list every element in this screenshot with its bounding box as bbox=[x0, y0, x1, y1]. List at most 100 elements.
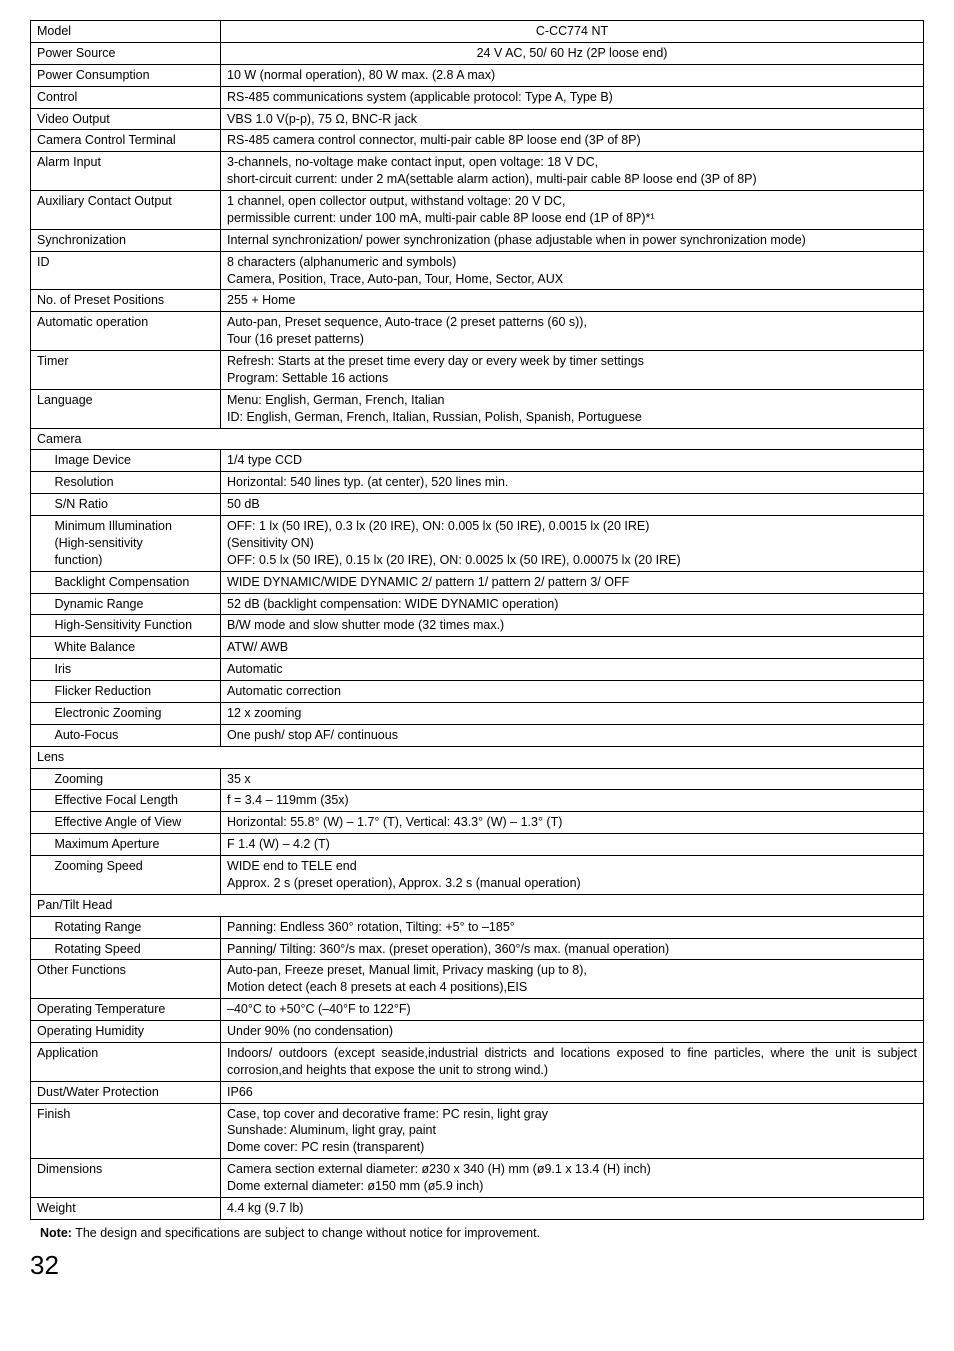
row-value: OFF: 1 lx (50 IRE), 0.3 lx (20 IRE), ON:… bbox=[221, 516, 924, 572]
indent-cell bbox=[31, 812, 49, 834]
indent-cell bbox=[31, 856, 49, 895]
row-value: 1 channel, open collector output, withst… bbox=[221, 191, 924, 230]
row-label: Power Source bbox=[31, 42, 221, 64]
row-value: ATW/ AWB bbox=[221, 637, 924, 659]
row-label: Synchronization bbox=[31, 229, 221, 251]
row-label: Iris bbox=[49, 659, 221, 681]
row-value: 35 x bbox=[221, 768, 924, 790]
row-label: Operating Humidity bbox=[31, 1021, 221, 1043]
row-label: Auto-Focus bbox=[49, 724, 221, 746]
row-value: RS-485 camera control connector, multi-p… bbox=[221, 130, 924, 152]
row-label: ID bbox=[31, 251, 221, 290]
row-value: 24 V AC, 50/ 60 Hz (2P loose end) bbox=[221, 42, 924, 64]
row-value: C-CC774 NT bbox=[221, 21, 924, 43]
row-value: Case, top cover and decorative frame: PC… bbox=[221, 1103, 924, 1159]
row-value: RS-485 communications system (applicable… bbox=[221, 86, 924, 108]
indent-cell bbox=[31, 790, 49, 812]
row-label: Electronic Zooming bbox=[49, 702, 221, 724]
row-value: WIDE DYNAMIC/WIDE DYNAMIC 2/ pattern 1/ … bbox=[221, 571, 924, 593]
row-value: f = 3.4 – 119mm (35x) bbox=[221, 790, 924, 812]
row-label: Effective Focal Length bbox=[49, 790, 221, 812]
row-label: No. of Preset Positions bbox=[31, 290, 221, 312]
row-value: WIDE end to TELE endApprox. 2 s (preset … bbox=[221, 856, 924, 895]
row-label: White Balance bbox=[49, 637, 221, 659]
row-value: Auto-pan, Freeze preset, Manual limit, P… bbox=[221, 960, 924, 999]
row-value: Automatic correction bbox=[221, 681, 924, 703]
row-value: Horizontal: 540 lines typ. (at center), … bbox=[221, 472, 924, 494]
footer-note-text: The design and specifications are subjec… bbox=[75, 1226, 540, 1240]
row-label: Rotating Speed bbox=[49, 938, 221, 960]
indent-cell bbox=[31, 938, 49, 960]
row-label: Alarm Input bbox=[31, 152, 221, 191]
row-value: F 1.4 (W) – 4.2 (T) bbox=[221, 834, 924, 856]
indent-cell bbox=[31, 472, 49, 494]
row-label: Model bbox=[31, 21, 221, 43]
row-label: Maximum Aperture bbox=[49, 834, 221, 856]
row-value: VBS 1.0 V(p-p), 75 Ω, BNC-R jack bbox=[221, 108, 924, 130]
row-label: Video Output bbox=[31, 108, 221, 130]
row-value: Panning: Endless 360° rotation, Tilting:… bbox=[221, 916, 924, 938]
row-value: 4.4 kg (9.7 lb) bbox=[221, 1197, 924, 1219]
row-label: Application bbox=[31, 1042, 221, 1081]
spec-table: ModelC-CC774 NT Power Source24 V AC, 50/… bbox=[30, 20, 924, 1220]
row-label: Effective Angle of View bbox=[49, 812, 221, 834]
indent-cell bbox=[31, 916, 49, 938]
row-value: 12 x zooming bbox=[221, 702, 924, 724]
row-value: One push/ stop AF/ continuous bbox=[221, 724, 924, 746]
indent-cell bbox=[31, 834, 49, 856]
row-label: Finish bbox=[31, 1103, 221, 1159]
indent-cell bbox=[31, 637, 49, 659]
row-value: Automatic bbox=[221, 659, 924, 681]
row-value: 1/4 type CCD bbox=[221, 450, 924, 472]
row-label: Image Device bbox=[49, 450, 221, 472]
row-label: Zooming bbox=[49, 768, 221, 790]
indent-cell bbox=[31, 724, 49, 746]
row-value: Refresh: Starts at the preset time every… bbox=[221, 351, 924, 390]
row-label: Dynamic Range bbox=[49, 593, 221, 615]
row-label: Auxiliary Contact Output bbox=[31, 191, 221, 230]
indent-cell bbox=[31, 593, 49, 615]
row-label: Minimum Illumination(High-sensitivityfun… bbox=[49, 516, 221, 572]
row-value: B/W mode and slow shutter mode (32 times… bbox=[221, 615, 924, 637]
indent-cell bbox=[31, 615, 49, 637]
row-value: 255 + Home bbox=[221, 290, 924, 312]
indent-cell bbox=[31, 494, 49, 516]
row-label: Timer bbox=[31, 351, 221, 390]
indent-cell bbox=[31, 702, 49, 724]
row-label: Zooming Speed bbox=[49, 856, 221, 895]
row-label: Operating Temperature bbox=[31, 999, 221, 1021]
row-value: 50 dB bbox=[221, 494, 924, 516]
row-value: IP66 bbox=[221, 1081, 924, 1103]
row-value: 10 W (normal operation), 80 W max. (2.8 … bbox=[221, 64, 924, 86]
row-value: –40°C to +50°C (–40°F to 122°F) bbox=[221, 999, 924, 1021]
row-value: 8 characters (alphanumeric and symbols)C… bbox=[221, 251, 924, 290]
row-value: Internal synchronization/ power synchron… bbox=[221, 229, 924, 251]
row-label: Dimensions bbox=[31, 1159, 221, 1198]
row-value: Auto-pan, Preset sequence, Auto-trace (2… bbox=[221, 312, 924, 351]
row-value: Camera section external diameter: ø230 x… bbox=[221, 1159, 924, 1198]
footer-note: Note: The design and specifications are … bbox=[40, 1226, 924, 1240]
row-label: High-Sensitivity Function bbox=[49, 615, 221, 637]
row-value: Under 90% (no condensation) bbox=[221, 1021, 924, 1043]
page-number: 32 bbox=[30, 1250, 924, 1281]
row-label: Resolution bbox=[49, 472, 221, 494]
row-value: 3-channels, no-voltage make contact inpu… bbox=[221, 152, 924, 191]
section-header-camera: Camera bbox=[31, 428, 924, 450]
row-label: Other Functions bbox=[31, 960, 221, 999]
row-label: Rotating Range bbox=[49, 916, 221, 938]
row-label: Weight bbox=[31, 1197, 221, 1219]
row-value: Indoors/ outdoors (except seaside,indust… bbox=[221, 1042, 924, 1081]
indent-cell bbox=[31, 681, 49, 703]
row-label: Power Consumption bbox=[31, 64, 221, 86]
row-value: Menu: English, German, French, ItalianID… bbox=[221, 389, 924, 428]
indent-cell bbox=[31, 659, 49, 681]
row-label: Dust/Water Protection bbox=[31, 1081, 221, 1103]
row-label: Camera Control Terminal bbox=[31, 130, 221, 152]
indent-cell bbox=[31, 768, 49, 790]
row-label: Flicker Reduction bbox=[49, 681, 221, 703]
row-label: Control bbox=[31, 86, 221, 108]
indent-cell bbox=[31, 450, 49, 472]
row-label: Language bbox=[31, 389, 221, 428]
row-label: Automatic operation bbox=[31, 312, 221, 351]
row-label: S/N Ratio bbox=[49, 494, 221, 516]
